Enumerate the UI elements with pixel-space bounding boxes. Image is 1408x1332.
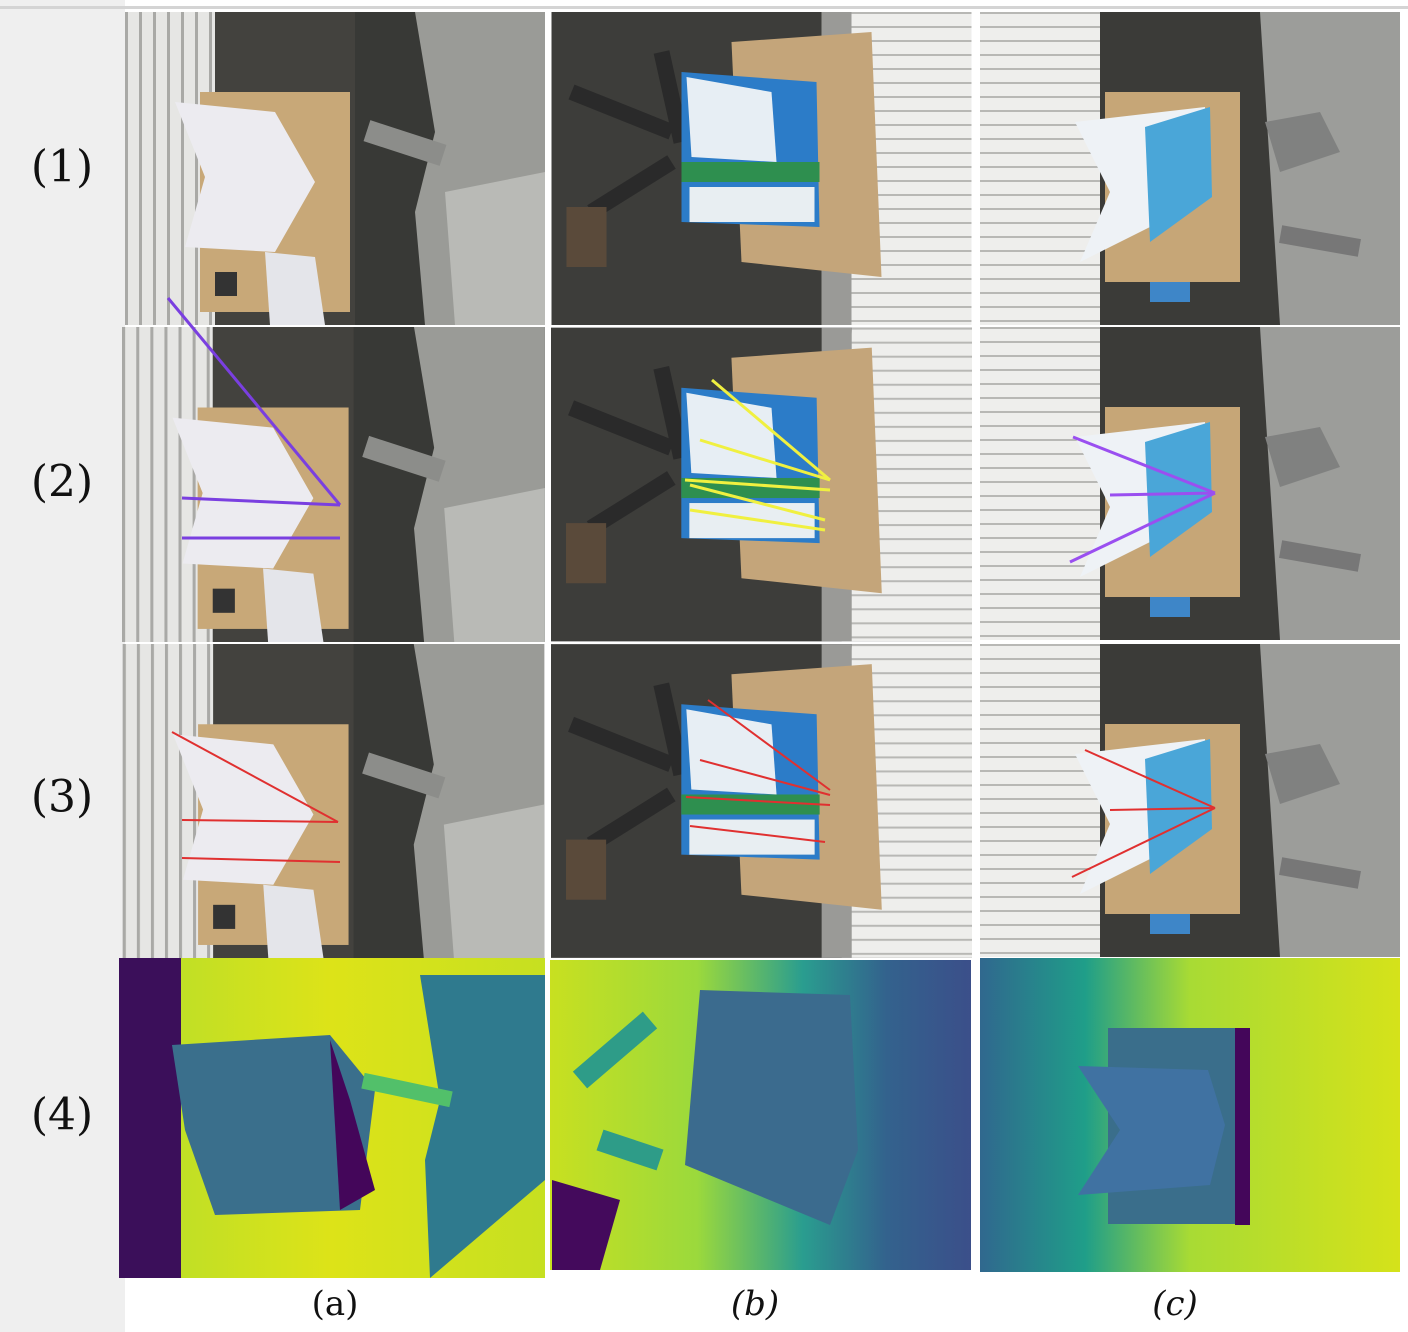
row-label: (4): [31, 1090, 93, 1141]
top-rule: [0, 6, 1408, 9]
photo: [122, 327, 545, 642]
column-label: (c): [1152, 1284, 1198, 1324]
photo: [125, 12, 545, 325]
row-label: (1): [31, 142, 93, 193]
column-label: (b): [731, 1284, 779, 1324]
figure: (1) (2) (3) (4) (a) (b) (c): [0, 0, 1408, 1332]
depth-map: [119, 958, 1400, 1278]
photo: [980, 644, 1400, 957]
photo: [980, 12, 1400, 325]
photo: [552, 12, 972, 325]
page: (1) (2) (3) (4) (a) (b) (c) (() => { con…: [0, 0, 1408, 1332]
row-label: (3): [31, 772, 93, 823]
column-label: (a): [312, 1284, 359, 1324]
photo: [123, 644, 544, 958]
row-label: (2): [31, 457, 93, 508]
